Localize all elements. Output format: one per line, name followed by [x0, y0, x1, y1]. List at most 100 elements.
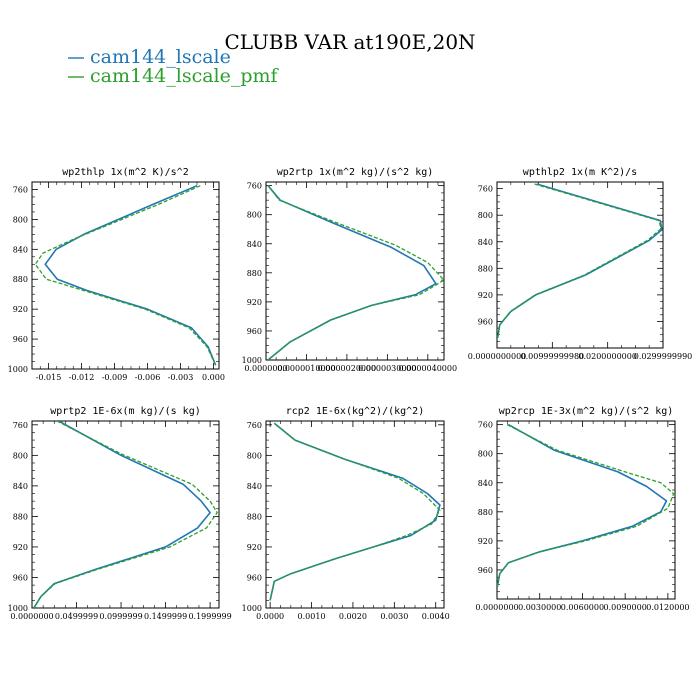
x-tick-label: 0.0010 — [298, 612, 326, 621]
x-tick-label: 0.0030000 — [518, 603, 561, 612]
x-tick-label: 0.00999999980 — [521, 352, 585, 361]
y-tick-label: 760 — [247, 421, 262, 430]
y-tick-label: 1000 — [8, 365, 28, 374]
y-tick-label: 880 — [247, 269, 262, 278]
y-tick-label: 760 — [13, 421, 28, 430]
y-tick-label: 880 — [478, 508, 493, 517]
series-line-cam144-lscale-pmf — [497, 183, 662, 339]
series-line-cam144-lscale — [44, 184, 217, 366]
x-tick-label: 0.0000030000 — [358, 364, 417, 373]
y-tick-label: 920 — [247, 543, 262, 552]
x-tick-label: 0.0120000 — [646, 603, 689, 612]
plot-frame — [496, 181, 664, 349]
y-tick-label: 920 — [13, 305, 28, 314]
y-tick-label: 960 — [13, 573, 28, 582]
x-tick-label: -0.003 — [168, 373, 194, 382]
x-tick-label: -0.012 — [69, 373, 95, 382]
plot-frame — [31, 420, 220, 609]
x-tick-label: 0.1499999 — [144, 612, 187, 621]
y-tick-label: 800 — [247, 451, 262, 460]
series-line-cam144-lscale — [33, 421, 211, 608]
y-tick-label: 960 — [478, 317, 493, 326]
series-line-cam144-lscale — [267, 185, 437, 360]
x-tick-label: 0.0030 — [380, 612, 408, 621]
plot-frame — [265, 181, 445, 361]
y-tick-label: 960 — [13, 335, 28, 344]
series-line-cam144-lscale-pmf — [269, 422, 441, 601]
y-tick-label: 1000 — [242, 604, 262, 613]
panel-2: wp2rtp 1x(m^2 kg)/(s^2 kg) 760 800 840 880 92… — [242, 167, 457, 373]
x-tick-label: 0.0000020000 — [318, 364, 377, 373]
y-tick-label: 800 — [478, 211, 493, 220]
panel-4: wprtp2 1E-6x(m kg)/(s kg) 760 800 840 880 920… — [8, 406, 232, 621]
x-tick-label: 0.0200000000 — [578, 352, 637, 361]
panel-1: wp2thlp 1x(m^2 K)/s^2 760 800 840 880 920 960 1… — [8, 167, 225, 382]
x-tick-label: -0.009 — [102, 373, 128, 382]
panel-title: wp2rtp 1x(m^2 kg)/(s^2 kg) — [277, 167, 434, 178]
x-tick-label: 0.0000000000 — [468, 352, 527, 361]
x-tick-label: 0.0090000 — [604, 603, 647, 612]
legend-label: cam144_lscale — [90, 46, 231, 68]
y-tick-label: 800 — [247, 211, 262, 220]
x-tick-label: 0.0020 — [339, 612, 367, 621]
y-tick-label: 840 — [13, 245, 28, 254]
y-tick-label: 840 — [478, 479, 493, 488]
y-tick-label: 800 — [13, 215, 28, 224]
x-tick-label: 0.0499999 — [55, 612, 98, 621]
x-tick-label: 0.0060000 — [561, 603, 604, 612]
y-tick-label: 960 — [247, 327, 262, 336]
panel-3: wpthlp2 1x(m K^2)/s 760 800 840 880 920 960 0.0… — [468, 167, 693, 361]
y-tick-label: 960 — [247, 573, 262, 582]
figure-title: CLUBB VAR at190E,20N — [224, 30, 475, 54]
y-tick-label: 760 — [478, 185, 493, 194]
y-tick-label: 800 — [13, 451, 28, 460]
x-tick-label: 0.0299999990 — [634, 352, 693, 361]
plot-frame — [31, 181, 220, 370]
series-line-cam144-lscale-pmf — [267, 185, 444, 360]
x-tick-label: 0.0000000 — [244, 364, 287, 373]
series-line-cam144-lscale — [269, 422, 441, 601]
series-line-cam144-lscale — [497, 183, 663, 339]
y-tick-label: 880 — [13, 512, 28, 521]
y-tick-label: 840 — [13, 482, 28, 491]
x-tick-label: 0.0000040000 — [399, 364, 458, 373]
y-tick-label: 920 — [13, 543, 28, 552]
series-line-cam144-lscale-pmf — [33, 421, 218, 608]
x-tick-label: 0.0040 — [422, 612, 450, 621]
x-tick-label: -0.006 — [135, 373, 161, 382]
panel-title: wpthlp2 1x(m K^2)/s — [523, 167, 637, 178]
panel-6: wp2rcp 1E-3x(m^2 kg)/(s^2 kg) 760 800 840 88… — [475, 406, 689, 612]
y-tick-label: 880 — [478, 264, 493, 273]
x-tick-label: -0.015 — [36, 373, 62, 382]
series-line-cam144-lscale-pmf — [497, 424, 675, 589]
series-line-cam144-lscale — [497, 423, 668, 589]
y-tick-label: 920 — [247, 298, 262, 307]
x-tick-label: 0.0000010000 — [277, 364, 336, 373]
panel-title: wp2rcp 1E-3x(m^2 kg)/(s^2 kg) — [499, 406, 674, 417]
series-line-cam144-lscale-pmf — [34, 185, 217, 366]
panel-title: wp2thlp 1x(m^2 K)/s^2 — [62, 167, 188, 178]
y-tick-label: 760 — [13, 185, 28, 194]
x-tick-label: 0.000 — [202, 373, 225, 382]
y-tick-label: 760 — [247, 182, 262, 191]
y-tick-label: 760 — [478, 421, 493, 430]
y-tick-label: 840 — [247, 482, 262, 491]
panel-5: rcp2 1E-6x(kg^2)/(kg^2) 760 800 840 880 920 96… — [242, 406, 450, 621]
y-tick-label: 840 — [247, 240, 262, 249]
y-tick-label: 880 — [247, 512, 262, 521]
plot-frame — [265, 420, 445, 609]
y-tick-label: 800 — [478, 450, 493, 459]
panels: wp2thlp 1x(m^2 K)/s^2 760 800 840 880 920 960 1… — [8, 167, 693, 621]
x-tick-label: 0.0000000 — [10, 612, 53, 621]
y-tick-label: 1000 — [8, 604, 28, 613]
y-tick-label: 960 — [478, 566, 493, 575]
x-tick-label: 0.1999999 — [188, 612, 231, 621]
x-tick-label: 0.0000 — [256, 612, 284, 621]
legend-label: cam144_lscale_pmf — [90, 65, 280, 87]
y-tick-label: 840 — [478, 238, 493, 247]
plot-frame — [496, 420, 676, 600]
y-tick-label: 880 — [13, 275, 28, 284]
x-tick-label: 0.0000000 — [475, 603, 518, 612]
